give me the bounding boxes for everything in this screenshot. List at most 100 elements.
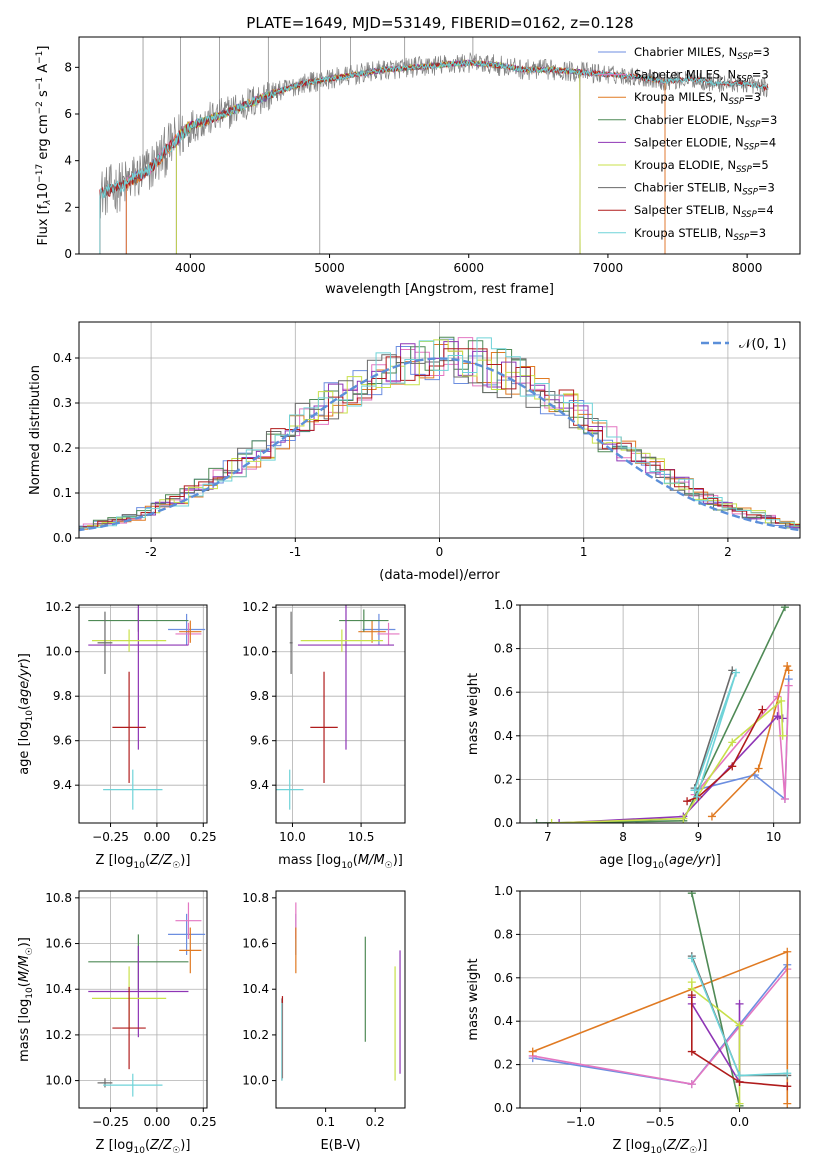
y-axis-label: Flux [fλ10−17 erg cm−2 s−1 A−1] xyxy=(35,46,53,246)
label-part: 10 xyxy=(25,710,35,722)
weight-line-chabrier-stelib xyxy=(693,670,734,789)
errorbar-chabrier-miles xyxy=(362,613,396,646)
label-part: ( xyxy=(145,1138,150,1153)
legend-model: Salpeter ELODIE, N xyxy=(634,135,744,149)
label-part: 10 xyxy=(341,861,353,871)
legend-nssp: =5 xyxy=(752,158,769,172)
y-tick-label: 0.4 xyxy=(494,1014,513,1028)
legend-entry-chabrier-stelib: Chabrier STELIB, NSSP=3 xyxy=(634,181,775,198)
x-tick-label: 7000 xyxy=(593,261,624,275)
y-tick-label: 0.0 xyxy=(494,816,513,830)
y-tick-label: 10.8 xyxy=(45,891,72,905)
y-tick-label: 0.2 xyxy=(53,441,72,455)
weight-marker xyxy=(754,764,763,773)
weight-marker xyxy=(687,1080,696,1089)
legend-model: Salpeter STELIB, N xyxy=(634,203,741,217)
x-tick-label: 0.2 xyxy=(366,1115,385,1129)
y-tick-label: 10.8 xyxy=(242,891,269,905)
y-tick-label: 0.1 xyxy=(53,486,72,500)
x-tick-label: 9 xyxy=(695,830,703,844)
weight-line-salpeter-stelib xyxy=(691,995,788,1088)
x-axis-label: Z [log10(Z/Z☉)] xyxy=(96,1138,191,1156)
plot-area-mass_Z xyxy=(88,902,206,1097)
errorbar-salpeter-elodie xyxy=(88,945,189,1038)
y-tick-label: 0.4 xyxy=(53,351,72,365)
errorbar-salpeter-miles xyxy=(175,622,202,646)
label-part: ( xyxy=(17,982,32,987)
weight-marker xyxy=(735,1099,744,1108)
label-part: ☉ xyxy=(689,1146,697,1156)
weight-marker xyxy=(687,891,696,898)
errorbar-salpeter-stelib xyxy=(310,671,338,783)
label-part: ( xyxy=(145,853,150,868)
x-tick-label: -1 xyxy=(289,545,301,559)
y-tick-label: 10.2 xyxy=(242,1028,269,1042)
weight-marker xyxy=(555,819,564,823)
plot-area-age_mass xyxy=(276,605,400,810)
weight-marker xyxy=(690,786,699,795)
y-tick-label: 0.6 xyxy=(494,971,513,985)
label-part: mass [log xyxy=(278,853,341,868)
y-tick-label: 9.8 xyxy=(250,689,269,703)
y-label-part: ] xyxy=(36,46,51,51)
y-label-part: A xyxy=(36,64,51,77)
label-part: ☉ xyxy=(385,861,393,871)
weight-marker xyxy=(778,731,787,740)
y-tick-label: 9.4 xyxy=(53,778,72,792)
y-axis-label: mass weight xyxy=(466,673,481,755)
y-label-part: erg cm xyxy=(36,114,51,163)
y-tick-label: 0.8 xyxy=(494,927,513,941)
weight-marker xyxy=(758,705,767,714)
x-axis-label: mass [log10(M/M☉)] xyxy=(278,853,403,871)
y-label-part: s xyxy=(36,90,51,101)
x-tick-label: 0.1 xyxy=(316,1115,335,1129)
y-tick-label: 0.2 xyxy=(494,1058,513,1072)
weight-marker xyxy=(783,1082,792,1091)
y-tick-label: 10.0 xyxy=(242,645,269,659)
figure-title: PLATE=1649, MJD=53149, FIBERID=0162, z=0… xyxy=(246,14,633,32)
x-tick-label: −0.25 xyxy=(92,830,129,844)
panel-weight_Z: −1.0 −0.5 0.0 0.0 0.2 0.4 0.6 0.8 1.0 mass weight… xyxy=(466,884,801,1156)
x-axis-label: E(B-V) xyxy=(320,1138,360,1153)
legend-sub: SSP xyxy=(741,210,757,220)
label-part: )] xyxy=(393,853,403,868)
y-tick-label: 10.0 xyxy=(45,1074,72,1088)
weight-marker xyxy=(773,712,782,721)
errorbar-chabrier-stelib xyxy=(289,611,293,674)
y-tick-label: 10.4 xyxy=(45,982,72,996)
label-part: Z [log xyxy=(96,853,134,868)
x-tick-label: 0.00 xyxy=(144,830,171,844)
x-tick-label: 10.0 xyxy=(279,830,306,844)
legend-nssp: =3 xyxy=(753,45,770,59)
x-tick-label: −0.5 xyxy=(645,1115,674,1129)
errorbar-kroupa-stelib xyxy=(276,769,304,810)
legend-entry-salpeter-stelib: Salpeter STELIB, NSSP=4 xyxy=(634,203,774,220)
label-part: M/M xyxy=(358,853,385,868)
y-tick-label: 6 xyxy=(64,107,72,121)
legend-entry-chabrier-miles: Chabrier MILES, NSSP=3 xyxy=(634,45,770,62)
x-tick-label: 6000 xyxy=(453,261,484,275)
weight-marker xyxy=(687,1047,696,1056)
y-label-part: 10 xyxy=(36,183,51,200)
plot-area-spectrum xyxy=(99,37,769,254)
weight-marker xyxy=(735,1071,744,1080)
errorbar-salpeter-elodie xyxy=(297,605,395,750)
y-tick-label: 9.4 xyxy=(250,778,269,792)
x-tick-label: −0.25 xyxy=(92,1115,129,1129)
x-tick-label: −1.0 xyxy=(566,1115,595,1129)
y-tick-label: 0 xyxy=(64,247,72,261)
x-tick-label: -2 xyxy=(145,545,157,559)
label-part: 10 xyxy=(133,861,145,871)
weight-line-salpeter-miles xyxy=(693,685,790,800)
x-tick-label: 5000 xyxy=(314,261,345,275)
y-axis-label: Normed distribution xyxy=(28,365,43,495)
model-spectrum-kroupa-miles xyxy=(125,59,666,254)
errorbar-salpeter-stelib xyxy=(112,671,146,783)
axes-frame xyxy=(78,890,208,1109)
legend-sub: SSP xyxy=(736,165,752,175)
legend-nssp: =3 xyxy=(749,226,766,240)
label-part: )] xyxy=(17,653,32,663)
legend-entry-salpeter-miles: Salpeter MILES, NSSP=3 xyxy=(634,68,769,85)
weight-marker xyxy=(784,666,793,675)
